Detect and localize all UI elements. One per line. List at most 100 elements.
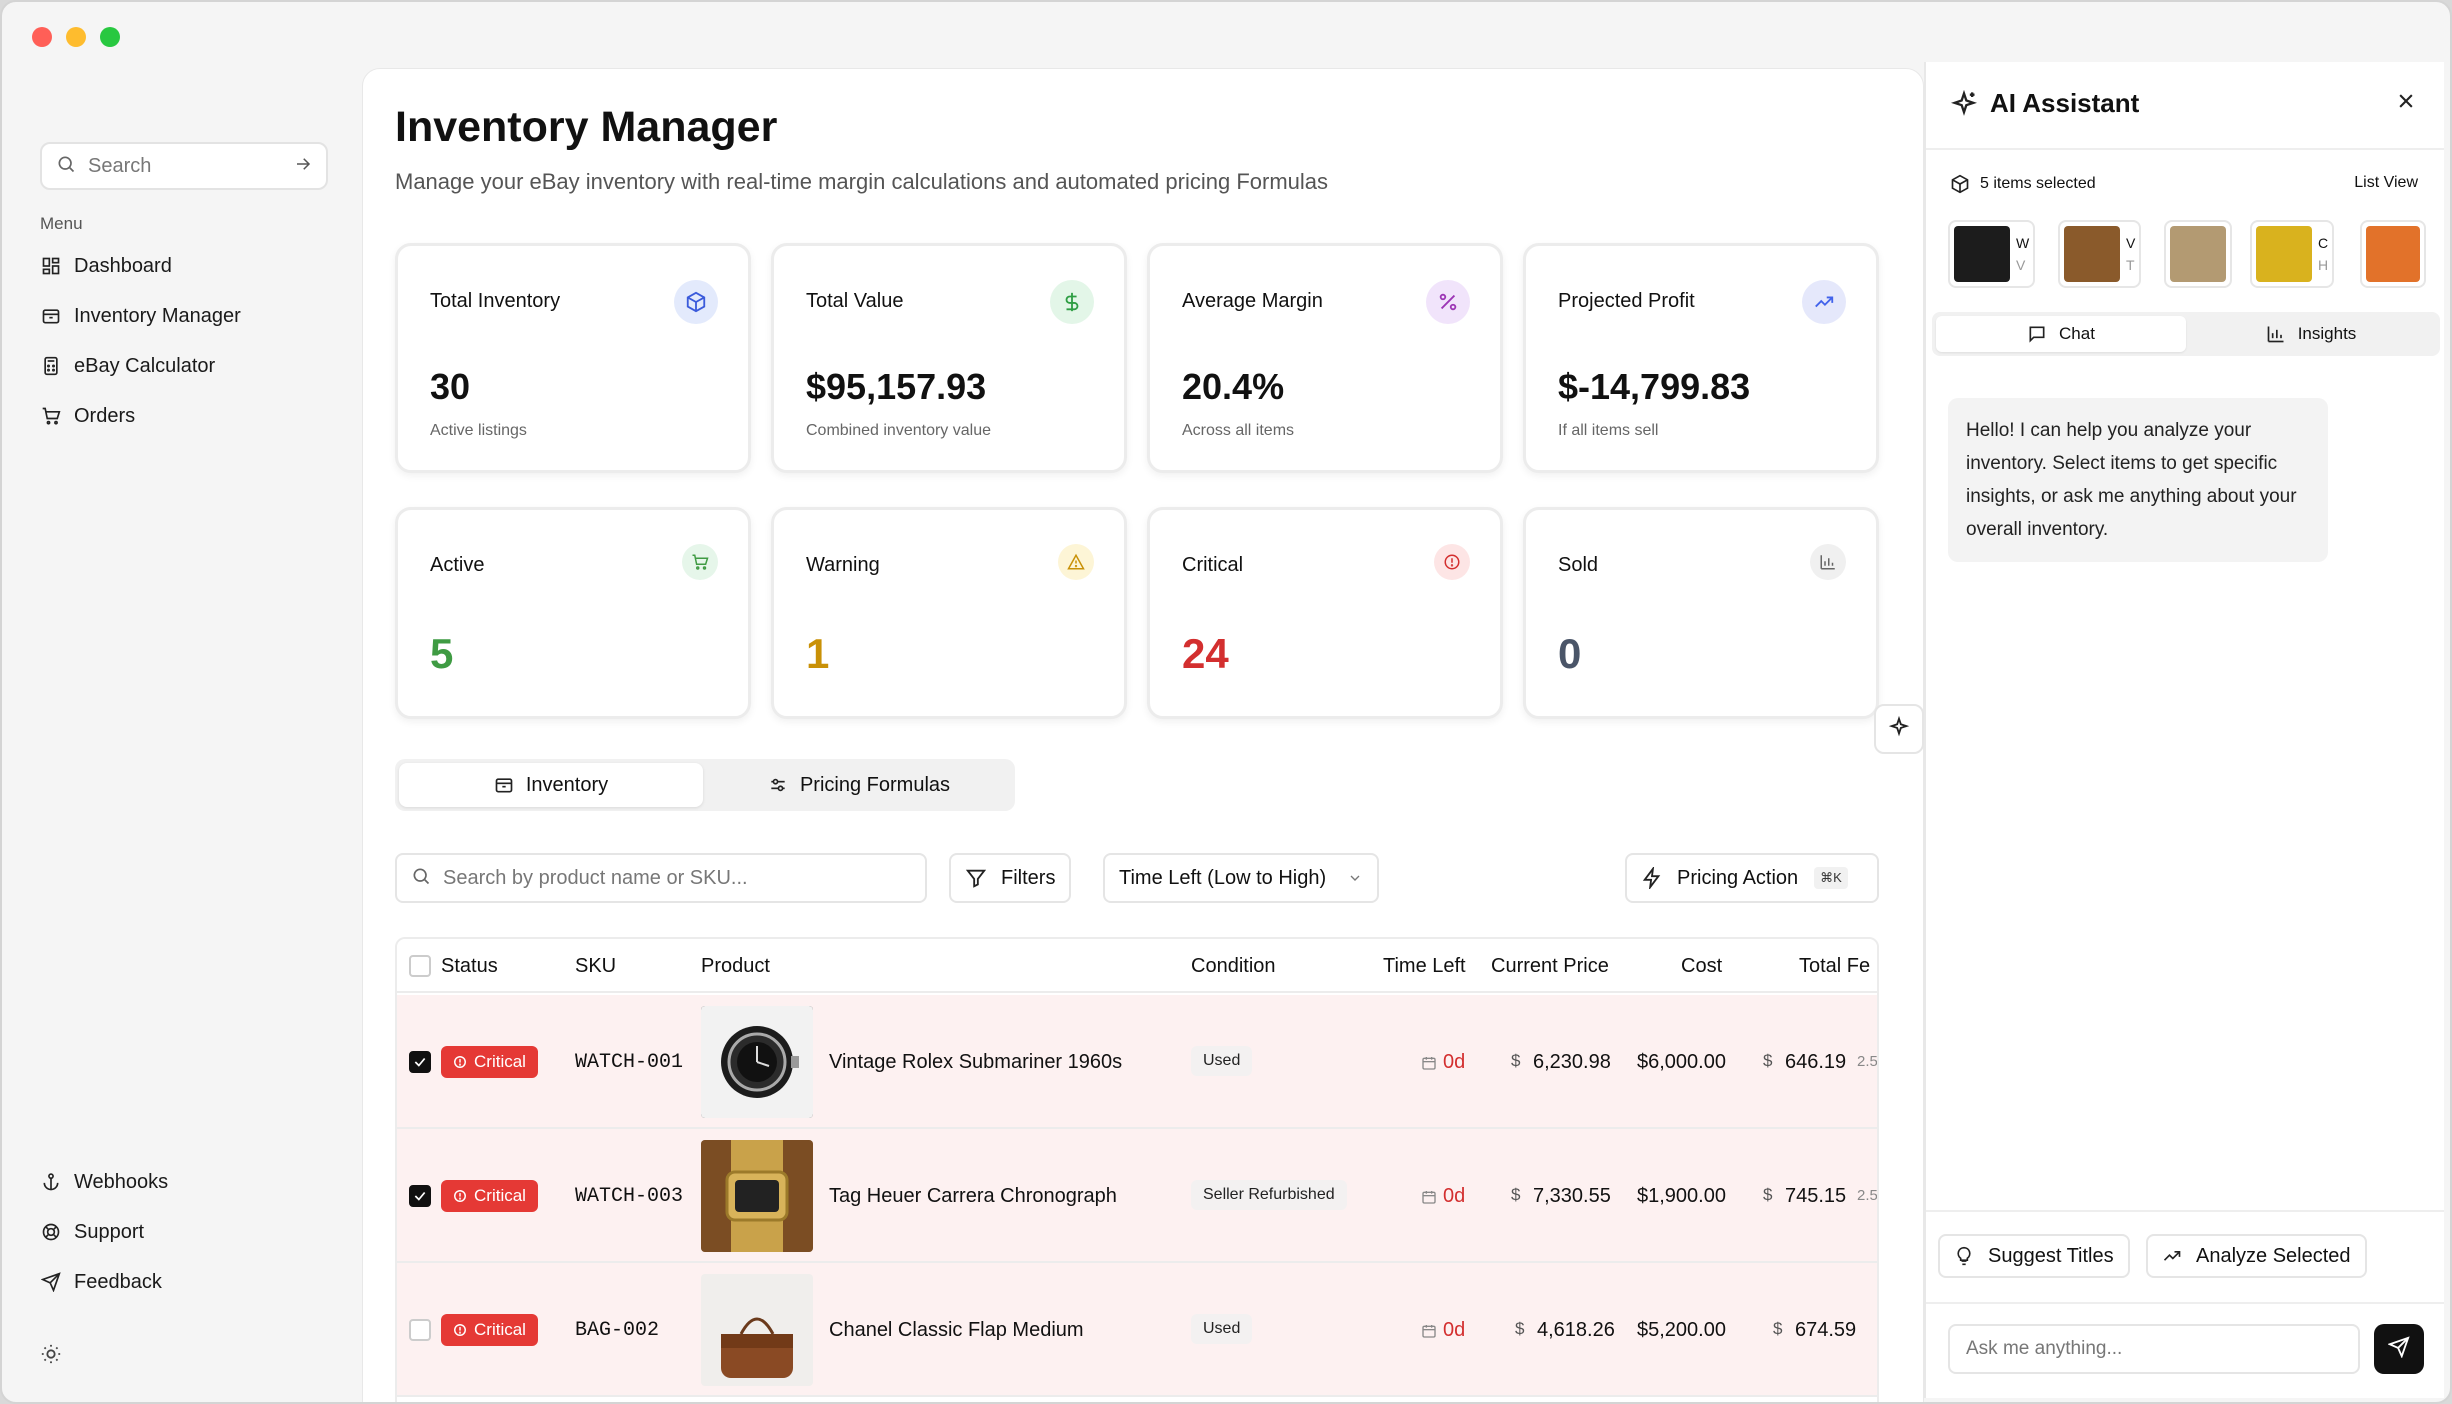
product-thumbnail[interactable] <box>701 1140 813 1252</box>
column-header-time-left[interactable]: Time Left <box>1383 955 1466 977</box>
product-name[interactable]: Chanel Classic Flap Medium <box>829 1319 1084 1341</box>
sidebar-item-inventory-manager[interactable]: Inventory Manager <box>40 296 241 336</box>
inventory-table: Status SKU Product Condition Time Left C… <box>395 937 1879 1402</box>
send-icon <box>2387 1335 2410 1363</box>
ai-panel-title: AI Assistant <box>1950 88 2139 119</box>
stat-value: $95,157.93 <box>806 366 987 407</box>
column-header-current-price[interactable]: Current Price <box>1491 955 1609 977</box>
warning-icon <box>1058 544 1094 580</box>
product-name[interactable]: Vintage Rolex Submariner 1960s <box>829 1051 1123 1073</box>
selected-item-thumbnail <box>2366 226 2420 282</box>
chat-input-placeholder: Ask me anything... <box>1966 1338 2123 1359</box>
sidebar-item-dashboard[interactable]: Dashboard <box>40 246 172 286</box>
row-checkbox[interactable] <box>409 1051 431 1073</box>
menu-section-label: Menu <box>40 214 83 233</box>
trending-up-icon <box>1802 280 1846 324</box>
list-view-toggle[interactable]: List View <box>2354 174 2418 191</box>
column-header-product[interactable]: Product <box>701 955 770 977</box>
product-name[interactable]: Tag Heuer Carrera Chronograph <box>829 1185 1117 1207</box>
filters-button[interactable]: Filters <box>949 853 1072 903</box>
shortcut-hint: ⌘K <box>1814 867 1848 889</box>
close-icon[interactable] <box>2396 90 2416 118</box>
condition-badge: Used <box>1191 1314 1253 1344</box>
sidebar-item-label: Orders <box>74 404 136 427</box>
current-price-cell[interactable]: 4,618.26 <box>1537 1319 1615 1341</box>
stat-value: 30 <box>430 366 471 407</box>
status-card-active[interactable]: Active 5 <box>395 507 751 719</box>
stat-title: Average Margin <box>1182 290 1323 312</box>
sidebar-item-orders[interactable]: Orders <box>40 396 135 436</box>
status-card-critical[interactable]: Critical 24 <box>1147 507 1503 719</box>
product-thumbnail[interactable] <box>701 1274 813 1386</box>
sku-cell: WATCH-001 <box>575 1051 684 1074</box>
current-price-cell[interactable]: 7,330.55 <box>1533 1185 1611 1207</box>
ai-toggle-button[interactable] <box>1874 704 1924 754</box>
column-header-cost[interactable]: Cost <box>1681 955 1723 977</box>
table-header: Status SKU Product Condition Time Left C… <box>397 939 1877 993</box>
sidebar-item-webhooks[interactable]: Webhooks <box>40 1162 168 1202</box>
tab-chat[interactable]: Chat <box>1936 316 2186 352</box>
tab-pricing-formulas[interactable]: Pricing Formulas <box>707 763 1011 807</box>
table-row[interactable]: Critical WATCH-003 Tag Heuer Carrera Chr… <box>397 1129 1877 1263</box>
sidebar-item-label: Webhooks <box>74 1170 169 1193</box>
current-price-cell[interactable]: 6,230.98 <box>1533 1051 1611 1073</box>
sidebar-item-label: eBay Calculator <box>74 354 216 377</box>
view-tabs: Inventory Pricing Formulas <box>395 759 1015 811</box>
page-title: Inventory Manager <box>395 103 778 151</box>
column-header-total-fees[interactable]: Total Fe <box>1799 955 1871 977</box>
suggest-titles-button[interactable]: Suggest Titles <box>1938 1234 2130 1278</box>
selected-count: 5 items selected <box>1950 174 2096 194</box>
row-checkbox[interactable] <box>409 1185 431 1207</box>
stat-subtitle: Active listings <box>430 422 527 439</box>
maximize-window-button[interactable] <box>100 27 120 47</box>
sidebar-search-input[interactable]: Search <box>40 142 328 190</box>
status-badge: Critical <box>441 1046 538 1078</box>
cost-cell: $5,200.00 <box>1637 1319 1726 1341</box>
selected-item-chip[interactable] <box>2360 220 2426 288</box>
status-value: 5 <box>430 630 454 677</box>
table-row[interactable]: Critical WATCH-001 Vintage Rolex Submari… <box>397 995 1877 1129</box>
chat-input[interactable]: Ask me anything... <box>1948 1324 2360 1374</box>
divider <box>1926 148 2444 150</box>
fee-currency: $ <box>1763 1051 1773 1070</box>
sidebar-item-ebay-calculator[interactable]: eBay Calculator <box>40 346 215 386</box>
main-content: Inventory Manager Manage your eBay inven… <box>362 68 1924 1402</box>
selected-item-chip[interactable] <box>2164 220 2232 288</box>
cost-cell: $1,900.00 <box>1637 1185 1726 1207</box>
column-header-status[interactable]: Status <box>441 955 498 977</box>
inventory-search-input[interactable]: Search by product name or SKU... <box>395 853 927 903</box>
status-label: Critical <box>474 1052 526 1071</box>
total-fees-cell: 745.15 <box>1785 1185 1847 1207</box>
table-row[interactable]: Critical BAG-002 Chanel Classic Flap Med… <box>397 1263 1877 1397</box>
minimize-window-button[interactable] <box>66 27 86 47</box>
arrow-right-icon[interactable] <box>294 155 312 178</box>
sidebar-item-feedback[interactable]: Feedback <box>40 1262 162 1302</box>
product-thumbnail[interactable] <box>701 1006 813 1118</box>
send-button[interactable] <box>2374 1324 2424 1374</box>
analyze-selected-button[interactable]: Analyze Selected <box>2146 1234 2367 1278</box>
status-card-sold[interactable]: Sold 0 <box>1523 507 1879 719</box>
package-icon <box>494 775 514 795</box>
stat-title: Total Value <box>806 290 904 312</box>
time-left-cell: 0d <box>1421 1319 1465 1342</box>
time-left-value: 0d <box>1443 1051 1466 1073</box>
select-all-checkbox[interactable] <box>409 955 431 977</box>
tab-insights[interactable]: Insights <box>2186 316 2436 352</box>
sidebar-item-support[interactable]: Support <box>40 1212 144 1252</box>
pricing-action-button[interactable]: Pricing Action ⌘K <box>1625 853 1879 903</box>
lifebuoy-icon <box>40 1221 62 1243</box>
column-header-sku[interactable]: SKU <box>575 955 617 977</box>
cost-cell: $6,000.00 <box>1637 1051 1726 1073</box>
tab-inventory[interactable]: Inventory <box>399 763 703 807</box>
sort-select[interactable]: Time Left (Low to High) <box>1103 853 1379 903</box>
theme-toggle-button[interactable] <box>40 1334 74 1374</box>
column-header-condition[interactable]: Condition <box>1191 955 1276 977</box>
status-card-warning[interactable]: Warning 1 <box>771 507 1127 719</box>
row-checkbox[interactable] <box>409 1319 431 1341</box>
cart-icon <box>682 544 718 580</box>
close-window-button[interactable] <box>32 27 52 47</box>
stat-title: Projected Profit <box>1558 290 1695 312</box>
